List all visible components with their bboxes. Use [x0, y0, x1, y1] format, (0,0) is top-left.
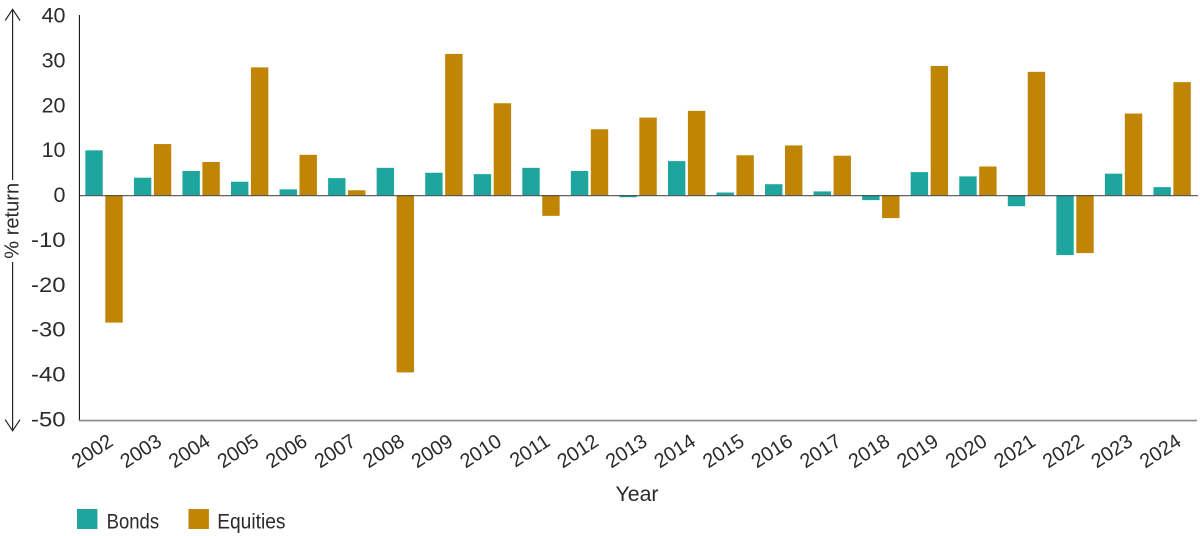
svg-text:Equities: Equities — [217, 510, 285, 534]
svg-text:2005: 2005 — [214, 430, 263, 473]
svg-text:2011: 2011 — [506, 430, 554, 472]
svg-text:2007: 2007 — [311, 430, 360, 473]
svg-text:2010: 2010 — [456, 430, 505, 473]
svg-text:-10: -10 — [31, 228, 66, 252]
svg-text:2015: 2015 — [699, 430, 748, 473]
svg-text:10: 10 — [42, 138, 66, 162]
svg-text:2013: 2013 — [602, 430, 651, 473]
svg-text:0: 0 — [54, 183, 66, 207]
svg-text:-40: -40 — [31, 363, 66, 387]
svg-text:% return: % return — [1, 183, 24, 259]
svg-text:-50: -50 — [31, 407, 66, 431]
svg-text:2023: 2023 — [1087, 430, 1136, 473]
svg-text:2012: 2012 — [553, 430, 602, 473]
svg-text:2020: 2020 — [942, 430, 991, 473]
svg-text:2016: 2016 — [748, 430, 797, 473]
svg-text:2003: 2003 — [116, 430, 165, 473]
svg-text:2014: 2014 — [651, 430, 700, 473]
svg-text:2022: 2022 — [1039, 430, 1088, 473]
svg-text:30: 30 — [42, 49, 66, 73]
svg-text:2019: 2019 — [893, 430, 942, 473]
svg-text:-20: -20 — [31, 273, 66, 297]
svg-text:2008: 2008 — [359, 430, 408, 473]
svg-text:2021: 2021 — [990, 430, 1039, 473]
svg-text:2017: 2017 — [796, 430, 845, 473]
svg-text:40: 40 — [42, 4, 66, 28]
svg-text:20: 20 — [42, 93, 66, 117]
svg-text:2018: 2018 — [845, 430, 894, 473]
svg-text:-30: -30 — [31, 318, 66, 342]
svg-text:2002: 2002 — [68, 430, 117, 473]
svg-text:2009: 2009 — [408, 430, 457, 473]
svg-text:Bonds: Bonds — [107, 510, 160, 534]
svg-text:2024: 2024 — [1136, 430, 1185, 473]
svg-text:Year: Year — [616, 482, 659, 506]
svg-text:2004: 2004 — [165, 430, 214, 473]
svg-text:2006: 2006 — [262, 430, 311, 473]
